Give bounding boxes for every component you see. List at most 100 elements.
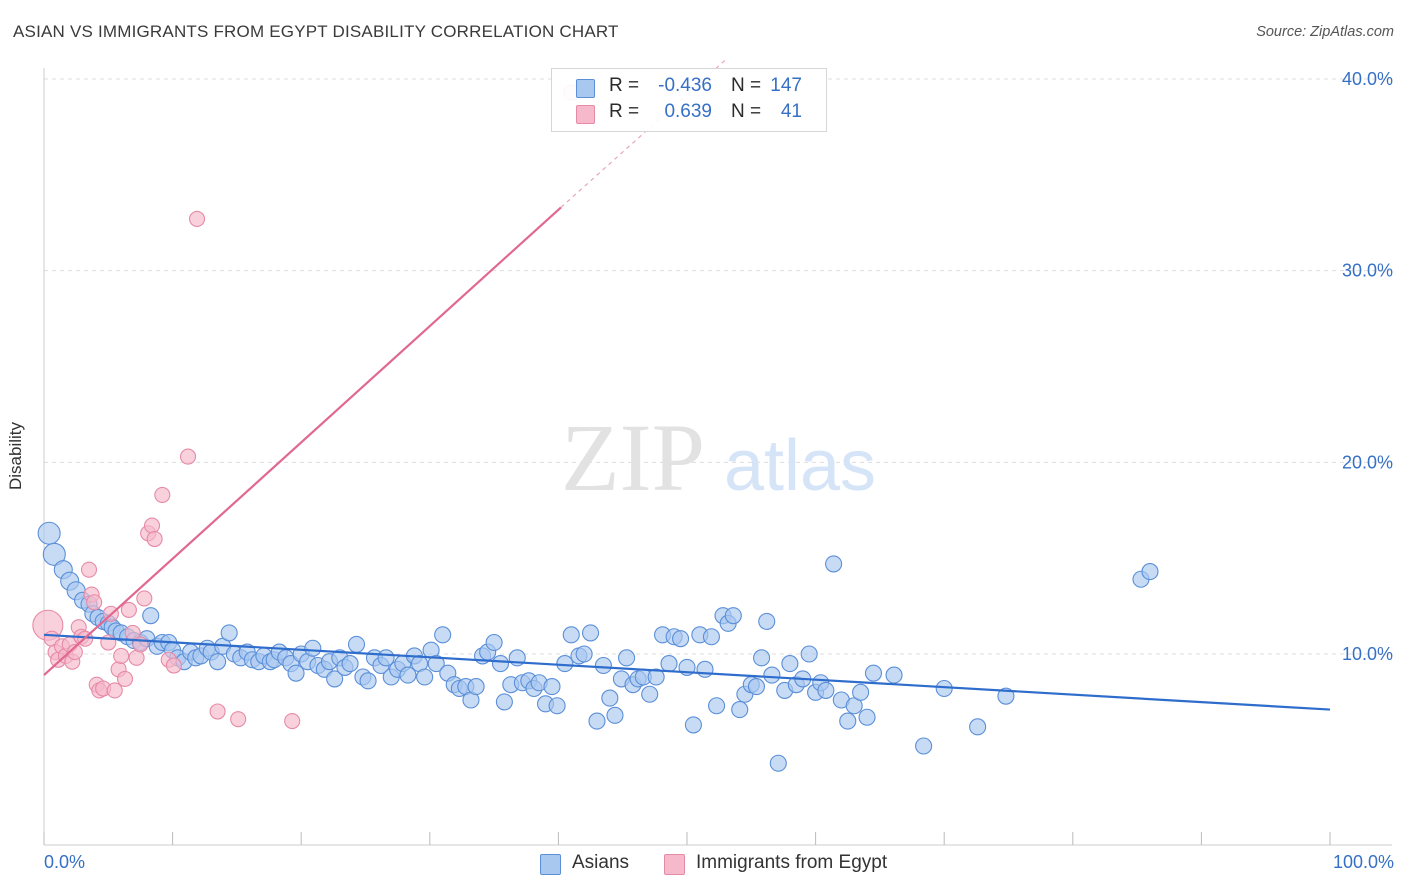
data-point xyxy=(817,681,835,699)
data-point xyxy=(304,639,322,657)
data-point xyxy=(66,644,83,661)
data-point xyxy=(154,486,171,503)
data-point xyxy=(781,655,799,673)
data-point xyxy=(142,607,160,625)
data-point xyxy=(581,624,600,642)
data-point xyxy=(326,670,344,688)
series-legend: Asians Immigrants from Egypt xyxy=(0,852,1406,878)
y-tick-labels: 10.0% 20.0% 30.0% 40.0% xyxy=(1342,69,1393,664)
data-point xyxy=(885,666,903,684)
data-point xyxy=(724,607,742,625)
data-point xyxy=(146,530,163,548)
y-tick-label: 30.0% xyxy=(1342,261,1393,281)
data-point xyxy=(601,689,619,707)
data-point xyxy=(672,630,690,648)
data-point xyxy=(179,448,197,465)
data-point xyxy=(763,666,781,684)
data-point xyxy=(758,612,776,630)
data-point xyxy=(143,517,161,534)
y-tick-label: 10.0% xyxy=(1342,644,1393,664)
data-point xyxy=(684,716,702,734)
data-point xyxy=(37,521,61,545)
data-point xyxy=(495,693,513,711)
y-axis-label: Disability xyxy=(6,421,25,491)
data-point xyxy=(969,718,987,736)
data-point xyxy=(660,655,678,673)
data-point xyxy=(230,711,247,728)
data-point xyxy=(731,701,749,719)
stats-row-egypt: R = 0.639 N = 41 xyxy=(552,101,826,127)
trend-lines xyxy=(43,59,1331,711)
data-point xyxy=(562,626,580,644)
data-point xyxy=(997,687,1015,705)
legend-label-egypt: Immigrants from Egypt xyxy=(696,852,888,873)
data-point xyxy=(188,210,206,227)
n-value: 41 xyxy=(780,101,802,122)
data-point xyxy=(416,668,434,686)
data-point xyxy=(427,655,445,673)
data-point xyxy=(769,754,787,772)
legend-swatch-asians xyxy=(576,79,595,98)
data-point xyxy=(347,635,366,653)
legend-swatch-egypt xyxy=(576,105,595,124)
data-point xyxy=(113,647,130,664)
data-point xyxy=(747,678,765,696)
y-tick-label: 20.0% xyxy=(1342,452,1393,472)
x-tick-label-max: 100.0% xyxy=(1332,852,1394,872)
data-point xyxy=(825,555,843,573)
data-point xyxy=(800,645,818,663)
data-point xyxy=(618,649,636,667)
data-point xyxy=(209,703,226,720)
data-point xyxy=(588,712,606,730)
data-point xyxy=(116,670,134,687)
data-point xyxy=(575,645,593,663)
data-point xyxy=(839,712,857,730)
data-point xyxy=(220,624,238,642)
data-point xyxy=(641,685,659,703)
data-point xyxy=(434,626,452,644)
data-point xyxy=(594,656,612,675)
data-point xyxy=(120,601,137,618)
data-point xyxy=(86,594,103,611)
data-point xyxy=(708,697,726,715)
r-value: 0.639 xyxy=(664,101,712,122)
data-point xyxy=(359,672,377,690)
data-point xyxy=(485,633,503,652)
data-point xyxy=(702,628,720,646)
series-asians xyxy=(37,521,1159,772)
watermark-atlas: atlas xyxy=(724,426,876,506)
data-point xyxy=(80,561,98,578)
legend-swatch-asians xyxy=(540,854,561,875)
data-point xyxy=(42,542,66,566)
axes xyxy=(43,68,1392,846)
data-point xyxy=(753,649,771,667)
data-point xyxy=(467,678,485,696)
data-point xyxy=(647,668,665,686)
stats-legend: R = -0.436 N = 147 R = 0.639 N = 41 xyxy=(551,68,827,132)
n-value: 147 xyxy=(770,75,802,96)
data-point xyxy=(1141,563,1159,581)
data-point xyxy=(915,737,933,755)
watermark: ZIP atlas xyxy=(561,404,876,511)
data-point xyxy=(606,706,624,724)
n-label: N = xyxy=(731,75,762,96)
data-point xyxy=(165,657,182,674)
r-value: -0.436 xyxy=(658,75,712,96)
data-point xyxy=(548,697,566,715)
stats-row-asians: R = -0.436 N = 147 xyxy=(552,75,826,101)
data-point xyxy=(556,655,574,673)
data-point xyxy=(543,678,561,696)
chart-title: ASIAN VS IMMIGRANTS FROM EGYPT DISABILIT… xyxy=(13,22,619,41)
watermark-zip: ZIP xyxy=(561,404,705,511)
trend-line-egypt xyxy=(43,206,562,676)
legend-label-asians: Asians xyxy=(572,852,630,873)
x-tick-label-min: 0.0% xyxy=(44,852,86,872)
data-point xyxy=(284,713,301,730)
data-point xyxy=(696,660,714,678)
gridlines xyxy=(44,78,1392,655)
y-tick-label: 40.0% xyxy=(1342,69,1393,89)
trend-line-asians xyxy=(43,633,1331,711)
data-point xyxy=(128,649,145,666)
data-point xyxy=(852,683,870,701)
